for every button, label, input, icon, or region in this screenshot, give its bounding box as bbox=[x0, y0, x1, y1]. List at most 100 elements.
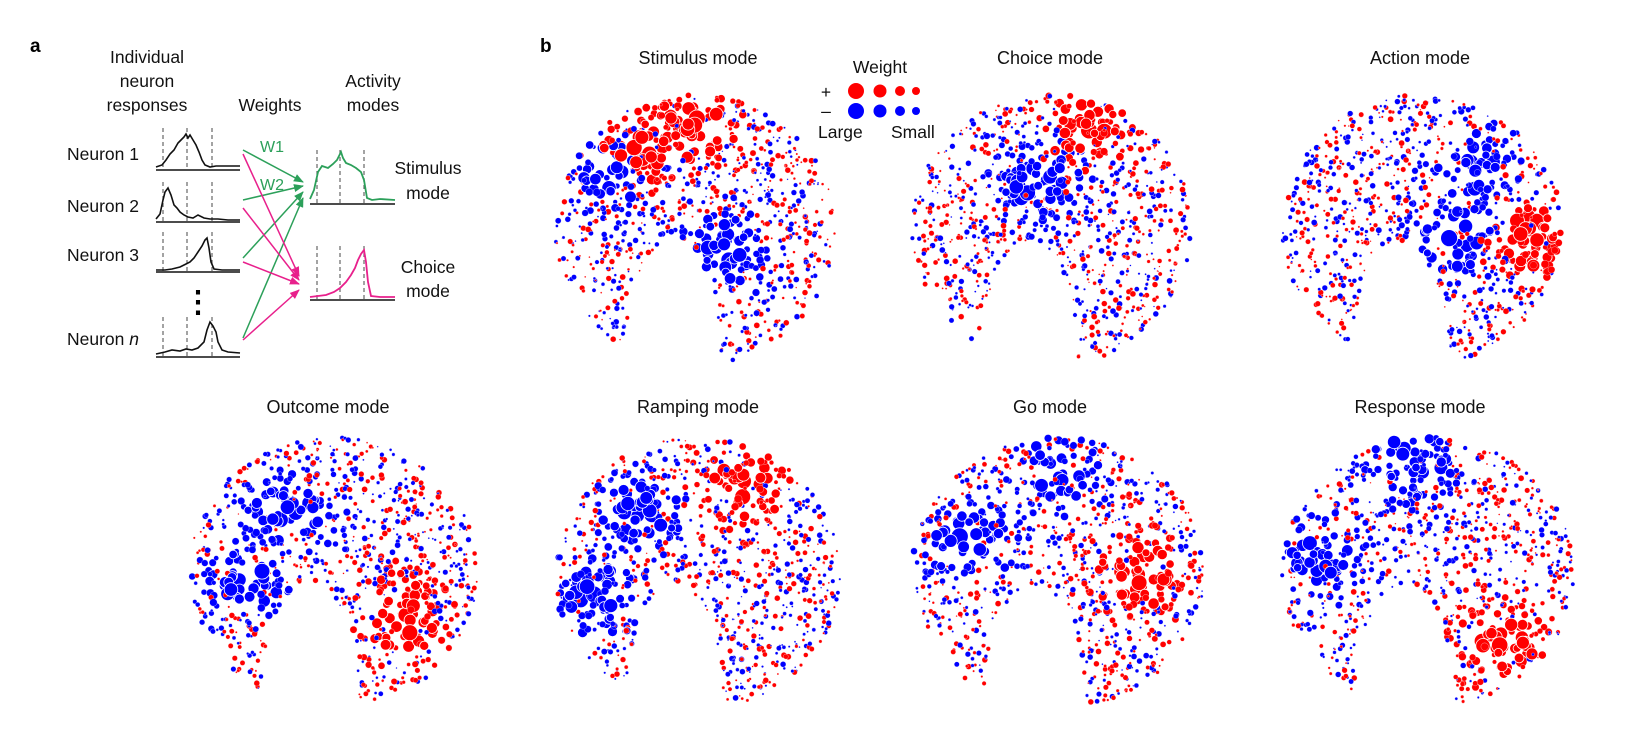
negative-weight-dot bbox=[659, 199, 666, 206]
negative-weight-dot bbox=[717, 237, 731, 252]
negative-weight-dot bbox=[737, 453, 741, 457]
negative-weight-dot bbox=[825, 620, 832, 627]
negative-weight-dot bbox=[968, 335, 975, 342]
negative-weight-dot bbox=[1146, 208, 1153, 215]
negative-weight-dot bbox=[1141, 192, 1147, 197]
positive-weight-dot bbox=[1328, 196, 1334, 202]
negative-weight-dot bbox=[353, 618, 359, 624]
positive-weight-dot bbox=[310, 459, 317, 466]
positive-weight-dot bbox=[619, 338, 622, 341]
positive-weight-dot bbox=[403, 517, 406, 520]
negative-weight-dot bbox=[345, 569, 349, 572]
negative-weight-dot bbox=[1153, 305, 1155, 308]
positive-weight-dot bbox=[555, 241, 559, 245]
positive-weight-dot bbox=[1372, 104, 1378, 111]
positive-weight-dot bbox=[1113, 241, 1119, 247]
negative-weight-dot bbox=[798, 532, 804, 538]
negative-weight-dot bbox=[605, 663, 609, 667]
positive-weight-dot bbox=[1354, 301, 1360, 306]
positive-weight-dot bbox=[811, 170, 818, 177]
negative-weight-dot bbox=[1089, 344, 1095, 350]
positive-weight-dot bbox=[282, 544, 285, 546]
positive-weight-dot bbox=[793, 221, 798, 225]
positive-weight-dot bbox=[621, 636, 626, 641]
negative-weight-dot bbox=[1327, 318, 1331, 322]
positive-weight-dot bbox=[658, 111, 666, 120]
negative-weight-dot bbox=[611, 266, 614, 270]
negative-weight-dot bbox=[934, 174, 940, 180]
negative-weight-dot bbox=[763, 189, 766, 193]
positive-weight-dot bbox=[745, 627, 750, 633]
positive-weight-dot bbox=[777, 221, 783, 227]
negative-weight-dot bbox=[1483, 313, 1490, 321]
panel-b-letter: b bbox=[540, 36, 552, 57]
negative-weight-dot bbox=[1427, 126, 1432, 131]
positive-weight-dot bbox=[638, 251, 644, 256]
negative-weight-dot bbox=[277, 490, 289, 502]
negative-weight-dot bbox=[628, 528, 639, 539]
choice-mode-trace bbox=[309, 247, 395, 298]
negative-weight-dot bbox=[735, 178, 739, 182]
negative-weight-dot bbox=[1164, 150, 1169, 154]
positive-weight-dot bbox=[1447, 288, 1450, 291]
positive-weight-dot bbox=[1180, 229, 1184, 234]
positive-weight-dot bbox=[728, 126, 733, 131]
negative-weight-dot bbox=[675, 567, 681, 573]
negative-weight-dot bbox=[376, 445, 379, 448]
positive-weight-dot bbox=[1380, 115, 1384, 119]
positive-weight-dot bbox=[623, 464, 626, 467]
positive-weight-dot bbox=[365, 449, 369, 454]
positive-weight-dot bbox=[704, 208, 710, 215]
negative-weight-dot bbox=[300, 466, 306, 472]
positive-weight-dot bbox=[1398, 233, 1403, 238]
positive-weight-dot bbox=[293, 450, 299, 456]
positive-weight-dot bbox=[1285, 194, 1292, 201]
positive-weight-dot bbox=[976, 325, 982, 331]
positive-weight-dot bbox=[605, 275, 612, 282]
positive-weight-dot bbox=[974, 218, 979, 223]
positive-weight-dot bbox=[731, 287, 736, 292]
negative-weight-dot bbox=[990, 250, 995, 255]
positive-weight-dot bbox=[1536, 287, 1543, 294]
positive-weight-dot bbox=[317, 440, 323, 446]
neuron-3-label: Neuron 3 bbox=[67, 245, 139, 265]
positive-weight-dot bbox=[922, 219, 928, 225]
negative-weight-dot bbox=[1082, 337, 1086, 341]
positive-weight-dot bbox=[1146, 259, 1151, 264]
negative-weight-dot bbox=[1040, 115, 1045, 120]
negative-weight-dot bbox=[1474, 169, 1481, 177]
negative-weight-dot bbox=[1389, 220, 1393, 224]
positive-weight-dot bbox=[570, 250, 574, 254]
negative-weight-dot bbox=[1407, 185, 1410, 188]
negative-weight-dot bbox=[244, 481, 251, 489]
positive-weight-dot bbox=[1025, 108, 1028, 111]
negative-weight-dot bbox=[656, 538, 663, 545]
negative-weight-dot bbox=[309, 570, 314, 575]
positive-weight-dot bbox=[344, 553, 350, 559]
positive-weight-dot bbox=[816, 513, 823, 520]
negative-weight-dot bbox=[405, 506, 412, 513]
positive-weight-dot bbox=[448, 616, 455, 623]
positive-weight-dot bbox=[744, 160, 749, 165]
negative-weight-dot bbox=[1149, 214, 1154, 219]
negative-weight-dot bbox=[587, 655, 592, 660]
negative-weight-dot bbox=[667, 523, 676, 533]
positive-weight-dot bbox=[437, 636, 446, 645]
positive-weight-dot bbox=[1052, 110, 1059, 117]
positive-weight-dot bbox=[959, 293, 964, 298]
negative-weight-dot bbox=[592, 188, 601, 197]
positive-weight-dot bbox=[807, 504, 810, 508]
positive-weight-dot bbox=[1102, 128, 1106, 133]
positive-weight-dot bbox=[248, 543, 251, 547]
positive-weight-dot bbox=[763, 590, 770, 597]
positive-weight-dot bbox=[429, 527, 433, 532]
negative-weight-dot bbox=[716, 315, 721, 320]
negative-weight-dot bbox=[1406, 213, 1413, 221]
negative-weight-dot bbox=[676, 558, 681, 563]
negative-weight-dot bbox=[1411, 167, 1419, 175]
negative-weight-dot bbox=[741, 155, 747, 160]
positive-weight-dot bbox=[800, 161, 803, 164]
negative-weight-dot bbox=[688, 518, 693, 522]
negative-weight-dot bbox=[703, 562, 708, 567]
positive-weight-dot bbox=[784, 151, 788, 155]
